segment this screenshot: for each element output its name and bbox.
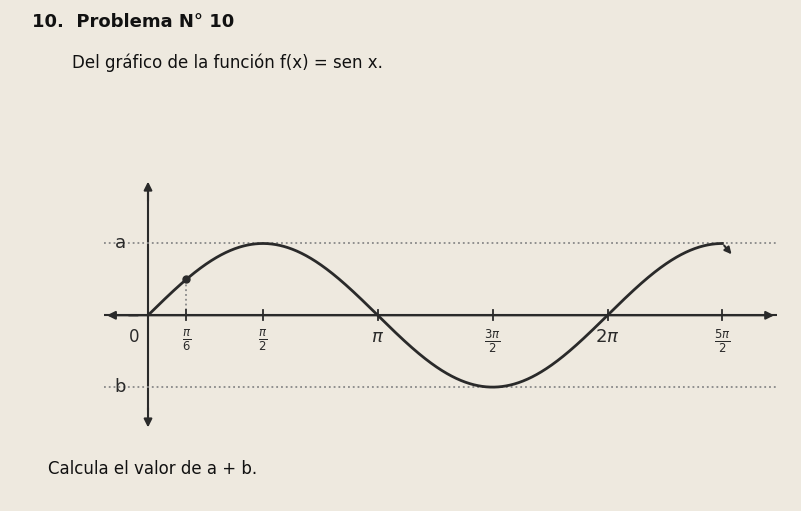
Text: $\frac{\pi}{2}$: $\frac{\pi}{2}$ — [258, 328, 268, 353]
Text: $\pi$: $\pi$ — [371, 328, 384, 345]
Text: Del gráfico de la función f(x) = sen x.: Del gráfico de la función f(x) = sen x. — [72, 54, 383, 72]
Text: $\frac{3\pi}{2}$: $\frac{3\pi}{2}$ — [485, 328, 501, 355]
Text: 10.  Problema N° 10: 10. Problema N° 10 — [32, 13, 234, 31]
Text: b: b — [115, 378, 126, 396]
Text: a: a — [115, 235, 126, 252]
Text: $\frac{5\pi}{2}$: $\frac{5\pi}{2}$ — [714, 328, 731, 355]
Text: Calcula el valor de a + b.: Calcula el valor de a + b. — [48, 460, 257, 478]
Text: 0: 0 — [129, 328, 139, 345]
Text: $\frac{\pi}{6}$: $\frac{\pi}{6}$ — [182, 328, 191, 353]
Text: $2\pi$: $2\pi$ — [595, 328, 620, 345]
